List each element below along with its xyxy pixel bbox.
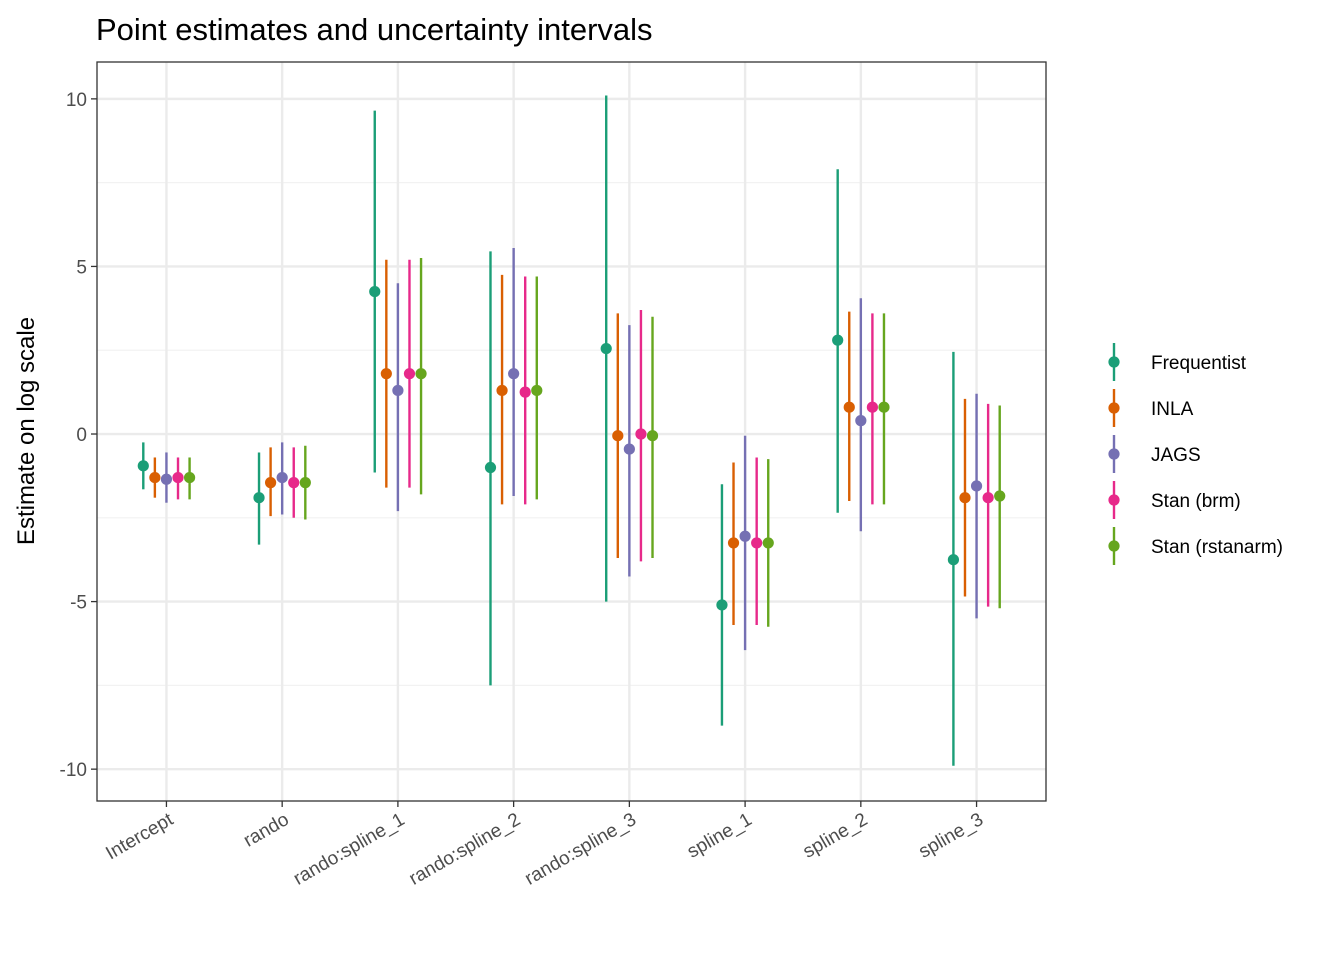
point-estimate <box>832 334 844 346</box>
point-estimate <box>276 471 288 484</box>
point-estimate <box>635 428 647 440</box>
y-tick-label: 5 <box>76 257 87 278</box>
legend-key-point <box>1108 356 1120 368</box>
panel-border <box>96 61 1047 802</box>
legend-label: JAGS <box>1151 445 1201 466</box>
point-estimate <box>762 537 774 549</box>
point-estimate <box>137 460 149 472</box>
point-estimate <box>751 537 763 549</box>
point-estimate <box>149 471 161 484</box>
point-estimate <box>982 492 994 504</box>
point-estimate <box>716 599 728 611</box>
point-estimate <box>380 368 392 380</box>
y-tick-label: 0 <box>76 425 87 446</box>
point-estimate <box>994 490 1006 502</box>
point-estimate <box>959 492 971 504</box>
point-estimate <box>612 430 624 442</box>
legend-label: INLA <box>1151 399 1194 420</box>
y-tick-label: 10 <box>66 90 87 111</box>
point-estimate <box>299 477 311 489</box>
point-estimate <box>843 401 855 413</box>
point-estimate <box>947 554 960 566</box>
legend: Frequentist INLA JAGS Stan (brm) Stan (rstan… <box>1108 343 1283 565</box>
point-estimate <box>970 480 983 492</box>
legend-key-point <box>1108 448 1120 460</box>
point-estimate <box>369 285 381 298</box>
legend-key-point <box>1108 494 1120 506</box>
point-estimate <box>496 384 508 397</box>
point-estimate <box>288 477 300 489</box>
legend-label: Stan (rstanarm) <box>1151 537 1283 558</box>
y-axis-title: Estimate on log scale <box>13 317 40 545</box>
point-estimate <box>160 473 173 485</box>
point-estimate <box>415 368 427 380</box>
legend-label: Stan (brm) <box>1151 491 1241 512</box>
point-estimate <box>392 384 404 397</box>
point-estimate <box>878 401 890 413</box>
point-estimate <box>531 384 543 397</box>
y-tick-label: -10 <box>60 760 87 781</box>
point-estimate <box>727 537 740 549</box>
chart-title: Point estimates and uncertainty interval… <box>96 12 653 47</box>
point-estimate <box>253 492 265 504</box>
point-estimate <box>646 430 659 442</box>
point-estimate <box>519 386 531 398</box>
point-estimate <box>183 471 196 484</box>
point-estimate <box>866 401 879 413</box>
plot-marks <box>137 95 1006 766</box>
point-estimate <box>623 443 635 455</box>
point-estimate <box>855 415 867 427</box>
legend-label: Frequentist <box>1151 353 1247 374</box>
point-estimate <box>403 368 416 380</box>
y-tick-label: -5 <box>70 593 87 614</box>
y-axis: -10 -5 0 5 10 <box>60 90 97 781</box>
point-estimate <box>172 471 184 484</box>
legend-key-point <box>1108 402 1120 414</box>
point-estimate <box>508 368 520 380</box>
point-estimate <box>484 461 497 474</box>
legend-key-point <box>1108 540 1120 552</box>
point-estimate <box>600 342 612 355</box>
point-estimate <box>739 530 751 542</box>
point-estimate <box>264 477 277 489</box>
